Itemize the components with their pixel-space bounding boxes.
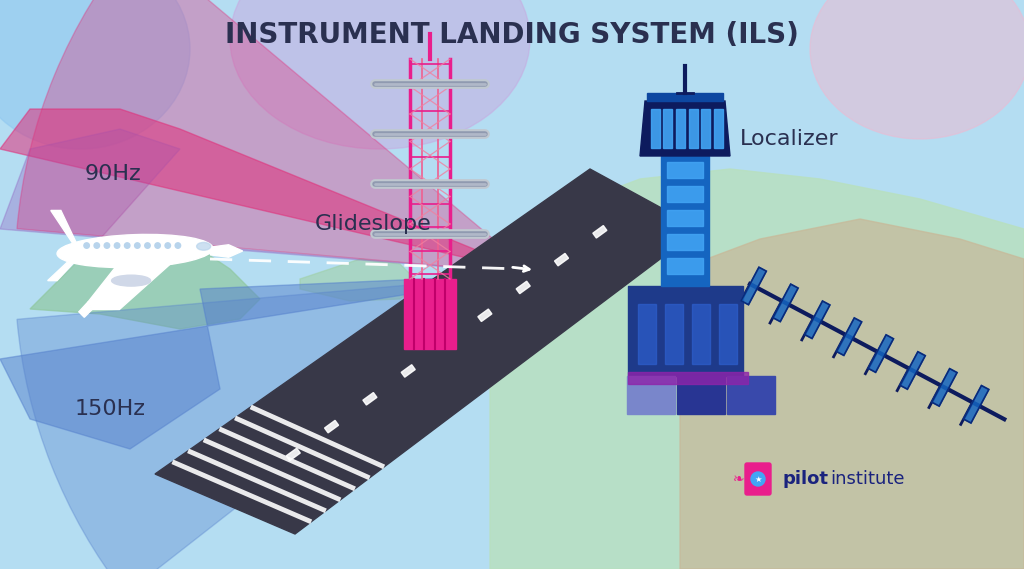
Bar [677, 376, 725, 414]
Bar [719, 304, 737, 364]
Wedge shape [17, 0, 535, 274]
Bar [667, 186, 703, 202]
Polygon shape [79, 302, 92, 318]
Bar [667, 234, 703, 250]
Polygon shape [155, 169, 700, 534]
Polygon shape [490, 169, 1024, 569]
Polygon shape [211, 245, 243, 257]
Text: Localizer: Localizer [740, 129, 839, 149]
Circle shape [115, 243, 120, 248]
Circle shape [155, 243, 161, 248]
Circle shape [104, 243, 110, 248]
Polygon shape [0, 274, 535, 449]
Bar [665, 304, 683, 364]
Text: INSTRUMENT LANDING SYSTEM (ILS): INSTRUMENT LANDING SYSTEM (ILS) [225, 21, 799, 49]
Bar [727, 376, 775, 414]
Text: pilot: pilot [783, 470, 829, 488]
Polygon shape [0, 129, 535, 274]
Bar [714, 109, 723, 148]
Polygon shape [362, 393, 377, 405]
Bar [676, 109, 685, 148]
Wedge shape [17, 274, 535, 569]
Circle shape [751, 472, 765, 486]
Bar [404, 279, 456, 349]
Bar [628, 286, 743, 376]
Bar [689, 109, 698, 148]
Bar [627, 376, 675, 414]
Ellipse shape [112, 275, 151, 286]
FancyBboxPatch shape [745, 463, 771, 495]
Polygon shape [900, 352, 926, 389]
Polygon shape [478, 309, 492, 321]
Circle shape [94, 243, 99, 248]
Bar [701, 109, 710, 148]
Circle shape [125, 243, 130, 248]
Ellipse shape [230, 0, 530, 149]
Text: ❧: ❧ [733, 472, 745, 486]
Polygon shape [401, 365, 416, 377]
Polygon shape [773, 284, 798, 321]
Circle shape [175, 243, 180, 248]
Polygon shape [48, 257, 79, 281]
Circle shape [134, 243, 140, 248]
Bar [647, 93, 723, 101]
Ellipse shape [197, 242, 211, 250]
Polygon shape [741, 267, 766, 305]
Polygon shape [516, 281, 530, 294]
Text: institute: institute [830, 470, 904, 488]
Bar [662, 156, 709, 286]
Polygon shape [287, 448, 300, 461]
Polygon shape [680, 219, 1024, 569]
Text: Glideslope: Glideslope [315, 214, 432, 234]
Bar [638, 304, 656, 364]
Ellipse shape [57, 234, 213, 267]
Polygon shape [300, 259, 420, 301]
Polygon shape [325, 420, 339, 433]
Text: 90Hz: 90Hz [85, 164, 141, 184]
Bar [692, 304, 710, 364]
Polygon shape [837, 318, 861, 356]
Bar [667, 210, 703, 226]
Bar [667, 162, 703, 178]
Polygon shape [0, 109, 535, 274]
Polygon shape [593, 225, 607, 238]
Ellipse shape [0, 0, 190, 149]
Polygon shape [964, 386, 989, 423]
Circle shape [84, 243, 89, 248]
Ellipse shape [810, 0, 1024, 139]
Polygon shape [868, 335, 894, 372]
Polygon shape [555, 253, 568, 266]
Polygon shape [88, 257, 178, 310]
Text: 150Hz: 150Hz [75, 399, 146, 419]
Polygon shape [932, 369, 957, 406]
Bar [663, 109, 672, 148]
Bar [651, 109, 660, 148]
Circle shape [144, 243, 151, 248]
Circle shape [165, 243, 170, 248]
Polygon shape [51, 211, 77, 243]
Polygon shape [439, 337, 454, 349]
Bar [667, 258, 703, 274]
Polygon shape [30, 239, 260, 329]
Text: ★: ★ [755, 475, 762, 484]
Polygon shape [640, 101, 730, 156]
Bar [628, 372, 748, 384]
Polygon shape [805, 301, 829, 339]
